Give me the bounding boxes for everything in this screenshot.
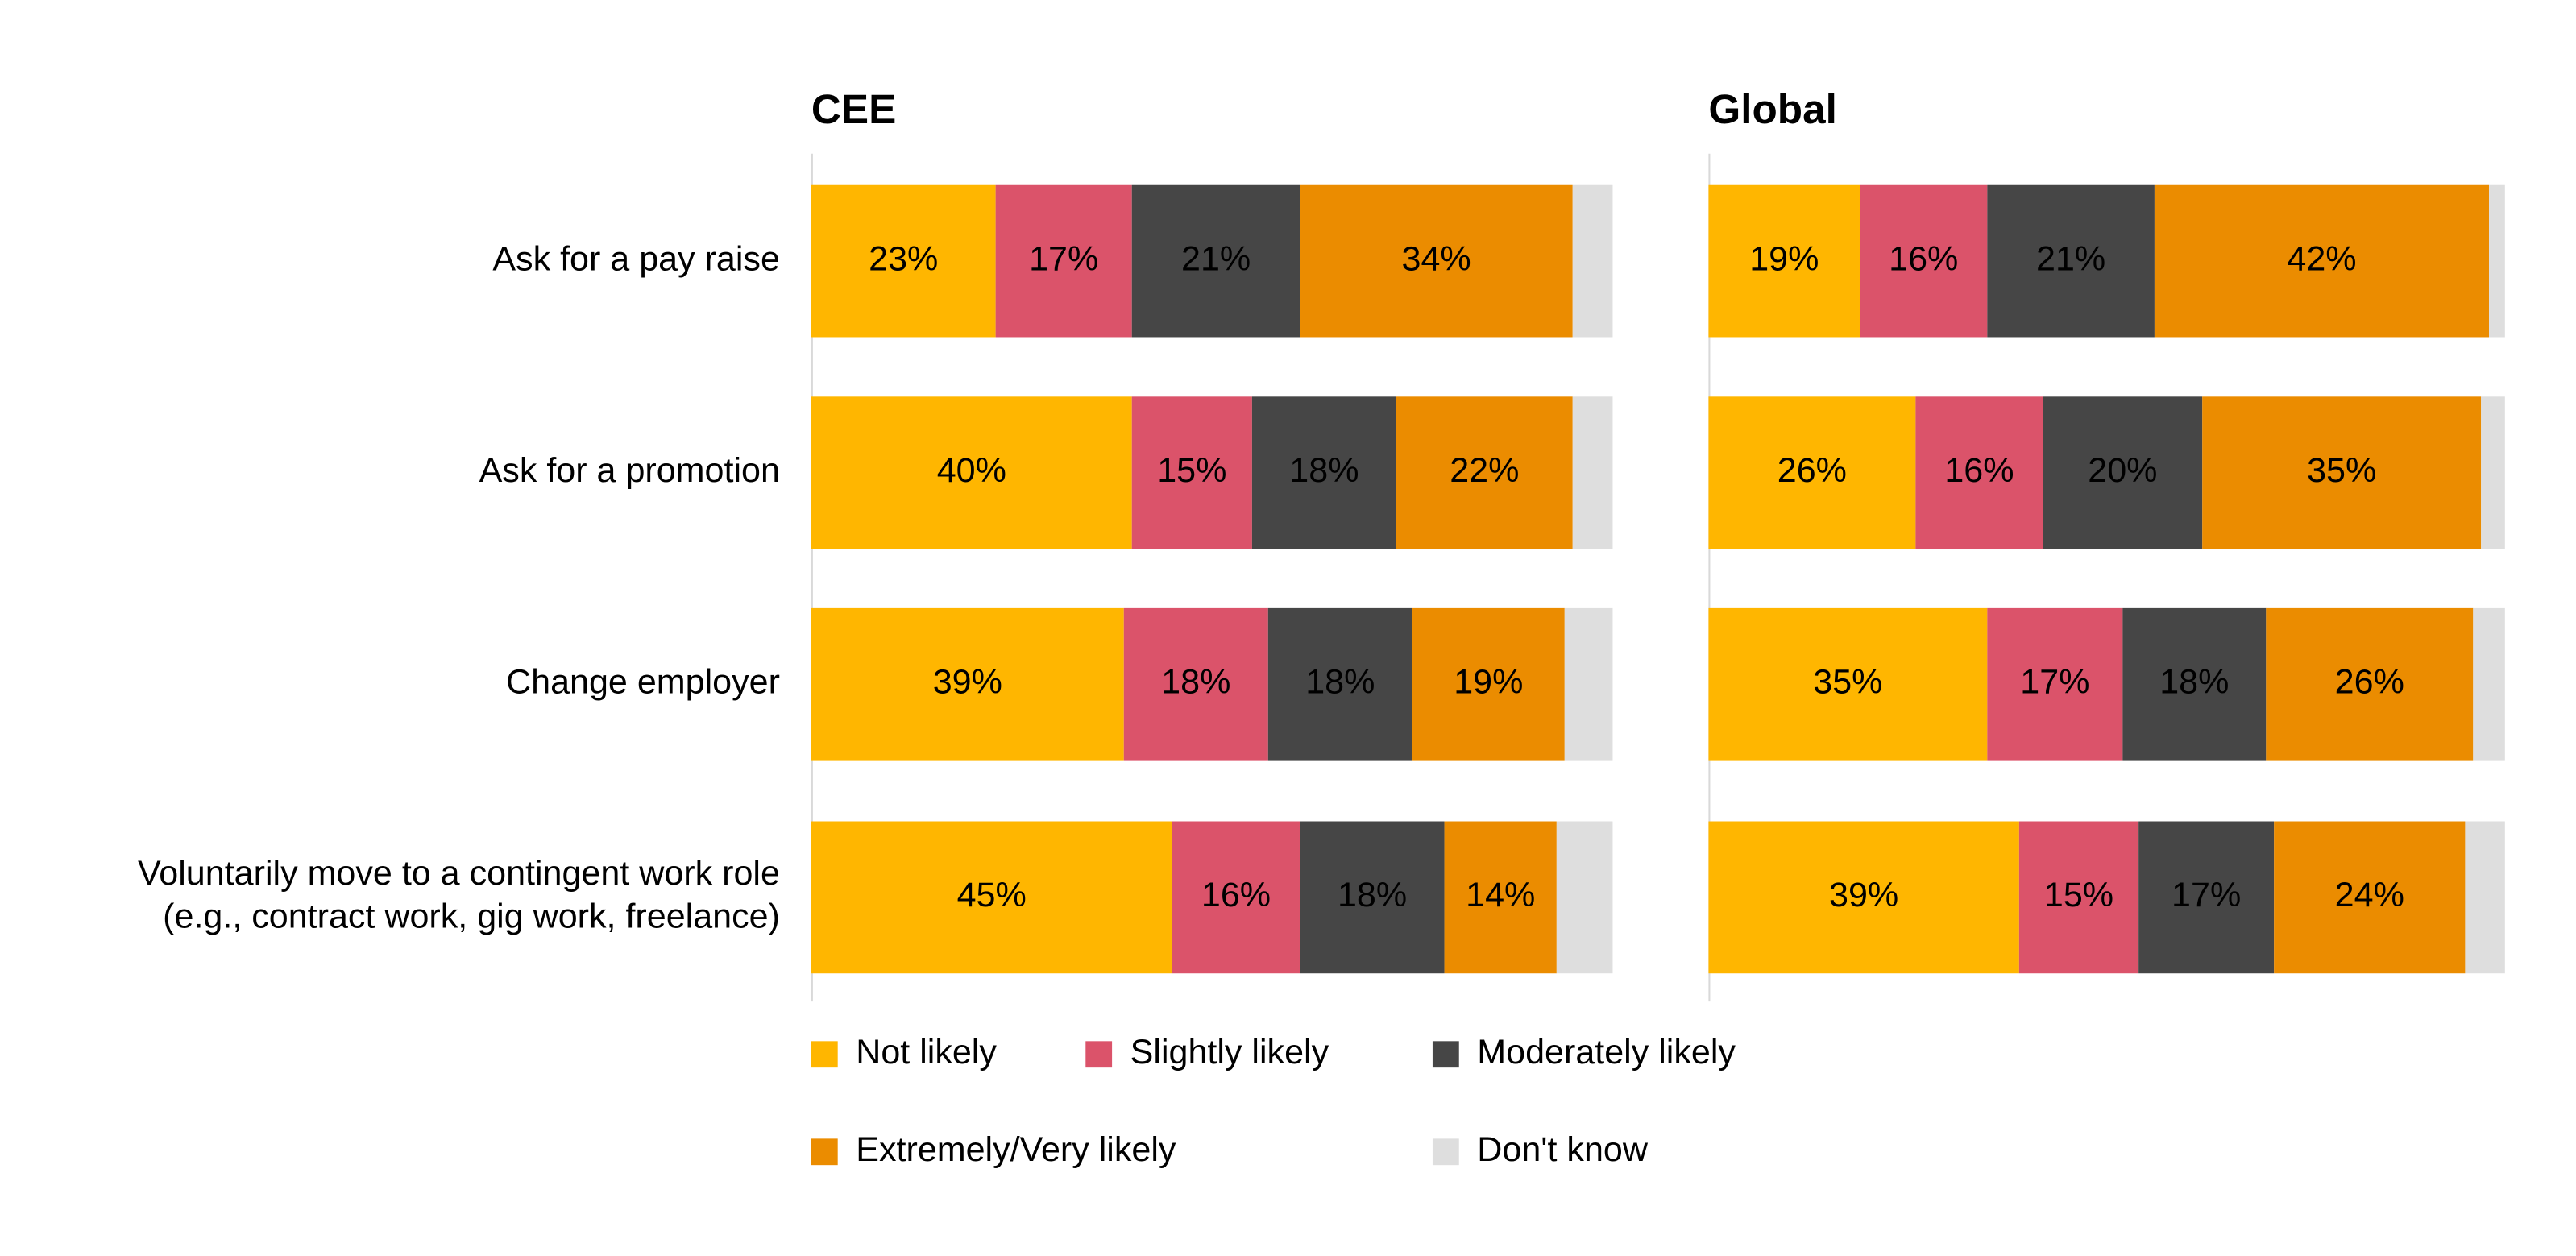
legend-swatch: [811, 1138, 838, 1166]
bar-segment: [1267, 607, 1412, 761]
bar-segment: [2138, 821, 2275, 974]
bar-segment: [2489, 184, 2505, 338]
value-label: 19%: [1454, 663, 1523, 702]
bar-segment: [1987, 607, 2123, 761]
bar-segment: [811, 607, 1124, 761]
category-label: Change employer: [506, 663, 780, 702]
bar-segment: [2473, 607, 2505, 761]
value-label: 26%: [1777, 451, 1847, 490]
value-label: 18%: [2159, 663, 2229, 702]
legend-swatch: [1085, 1041, 1113, 1068]
bar-segment: [2266, 607, 2474, 761]
bar-segment: [2018, 821, 2139, 974]
legend-swatch: [1432, 1041, 1459, 1068]
legend-label: Moderately likely: [1477, 1033, 1736, 1072]
bar-segment: [1131, 184, 1300, 338]
bar-segment: [2274, 821, 2466, 974]
value-label: 22%: [1450, 451, 1519, 490]
bar-segment: [1572, 184, 1613, 338]
value-label: 16%: [1201, 876, 1271, 914]
bar-segment: [2043, 396, 2203, 549]
value-label: 45%: [957, 876, 1027, 914]
bar-segment: [1915, 396, 2043, 549]
bar-segment: [1412, 607, 1565, 761]
category-label: Ask for a pay raise: [492, 239, 780, 278]
value-label: 24%: [2335, 876, 2404, 914]
value-label: 18%: [1161, 663, 1230, 702]
legend-label: Slightly likely: [1130, 1033, 1329, 1072]
value-label: 14%: [1466, 876, 1535, 914]
legend-label: Extremely/Very likely: [856, 1130, 1176, 1169]
legend-swatch: [811, 1041, 838, 1068]
panel-title: Global: [1708, 86, 1836, 132]
bar-segment: [1708, 184, 1860, 338]
value-label: 26%: [2335, 663, 2404, 702]
category-label: Voluntarily move to a contingent work ro…: [138, 855, 780, 936]
legend-label: Not likely: [856, 1033, 997, 1072]
panel-title: CEE: [811, 86, 896, 132]
bar-segment: [1708, 607, 1988, 761]
bar-segment: [811, 396, 1132, 549]
value-label: 19%: [1749, 239, 1819, 278]
bar-segment: [1300, 821, 1445, 974]
bar-segment: [1564, 607, 1613, 761]
bar-segment: [1123, 607, 1268, 761]
legend-label: Don't know: [1477, 1130, 1649, 1169]
value-label: 39%: [1829, 876, 1898, 914]
bar-segment: [811, 184, 996, 338]
bar-segment: [1860, 184, 1988, 338]
value-label: 23%: [869, 239, 938, 278]
bar-segment: [1444, 821, 1557, 974]
value-label: 40%: [937, 451, 1006, 490]
bar-segment: [1131, 396, 1252, 549]
value-label: 16%: [1889, 239, 1958, 278]
value-label: 39%: [933, 663, 1002, 702]
value-label: 21%: [2036, 239, 2105, 278]
value-label: 17%: [2172, 876, 2241, 914]
bar-segment: [1572, 396, 1613, 549]
legend-swatch: [1432, 1138, 1459, 1166]
bar-segment: [1556, 821, 1613, 974]
value-label: 15%: [2044, 876, 2113, 914]
bar-segment: [1396, 396, 1573, 549]
value-label: 16%: [1944, 451, 2014, 490]
value-label: 15%: [1157, 451, 1226, 490]
value-label: 18%: [1338, 876, 1407, 914]
value-label: 20%: [2088, 451, 2157, 490]
bar-segment: [2481, 396, 2505, 549]
bar-segment: [1708, 396, 1916, 549]
bar-segment: [1300, 184, 1573, 338]
bar-segment: [2202, 396, 2482, 549]
bar-segment: [1708, 821, 2019, 974]
value-label: 21%: [1181, 239, 1251, 278]
value-label: 35%: [1813, 663, 1882, 702]
bar-segment: [2154, 184, 2490, 338]
bar-segment: [811, 821, 1172, 974]
value-label: 42%: [2287, 239, 2356, 278]
value-label: 18%: [1289, 451, 1359, 490]
value-label: 35%: [2307, 451, 2376, 490]
bar-segment: [1172, 821, 1300, 974]
value-label: 17%: [2020, 663, 2089, 702]
bar-segment: [2122, 607, 2267, 761]
bar-segment: [1251, 396, 1396, 549]
bar-segment: [1987, 184, 2155, 338]
value-label: 18%: [1305, 663, 1375, 702]
value-label: 17%: [1029, 239, 1098, 278]
value-label: 34%: [1402, 239, 1471, 278]
bar-segment: [2465, 821, 2505, 974]
category-label: Ask for a promotion: [479, 451, 780, 490]
bar-segment: [995, 184, 1132, 338]
